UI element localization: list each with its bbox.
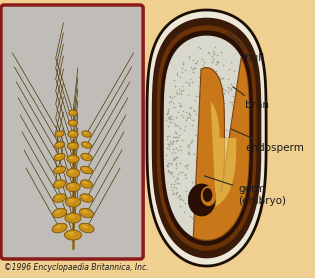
Ellipse shape xyxy=(83,155,88,157)
Ellipse shape xyxy=(81,153,92,161)
Ellipse shape xyxy=(83,143,88,145)
Ellipse shape xyxy=(68,199,75,202)
Ellipse shape xyxy=(65,197,81,207)
Text: hull: hull xyxy=(228,32,264,63)
Ellipse shape xyxy=(54,180,66,188)
Ellipse shape xyxy=(69,170,74,173)
Ellipse shape xyxy=(56,181,61,184)
Ellipse shape xyxy=(82,225,88,229)
Polygon shape xyxy=(201,186,216,206)
Ellipse shape xyxy=(80,180,93,188)
Ellipse shape xyxy=(83,195,88,198)
Polygon shape xyxy=(211,101,236,206)
Text: bran: bran xyxy=(233,87,269,110)
Ellipse shape xyxy=(54,153,65,161)
Ellipse shape xyxy=(83,132,87,134)
Ellipse shape xyxy=(54,166,66,174)
Polygon shape xyxy=(164,36,249,240)
Ellipse shape xyxy=(64,230,82,240)
Polygon shape xyxy=(193,57,249,240)
Ellipse shape xyxy=(82,131,91,137)
Ellipse shape xyxy=(70,144,74,146)
Ellipse shape xyxy=(68,120,78,126)
Ellipse shape xyxy=(56,155,61,157)
Ellipse shape xyxy=(83,181,88,184)
Polygon shape xyxy=(160,31,253,245)
Ellipse shape xyxy=(65,213,81,223)
Ellipse shape xyxy=(66,182,80,192)
Ellipse shape xyxy=(68,215,75,218)
Ellipse shape xyxy=(69,110,77,116)
Ellipse shape xyxy=(81,142,92,148)
Ellipse shape xyxy=(80,166,93,174)
Text: ©1996 Encyclopaedia Britannica, Inc.: ©1996 Encyclopaedia Britannica, Inc. xyxy=(4,263,148,272)
Text: germ
(embryo): germ (embryo) xyxy=(204,176,286,206)
Ellipse shape xyxy=(70,132,74,134)
Ellipse shape xyxy=(57,132,60,134)
Ellipse shape xyxy=(66,168,80,177)
Ellipse shape xyxy=(70,121,74,123)
Ellipse shape xyxy=(68,130,78,138)
Ellipse shape xyxy=(67,143,79,150)
Ellipse shape xyxy=(53,194,66,202)
Polygon shape xyxy=(188,184,215,216)
Ellipse shape xyxy=(55,131,64,137)
Polygon shape xyxy=(152,18,261,258)
Polygon shape xyxy=(157,25,257,251)
Polygon shape xyxy=(147,10,266,266)
Ellipse shape xyxy=(56,143,60,145)
Ellipse shape xyxy=(68,232,75,235)
Ellipse shape xyxy=(83,168,88,170)
Ellipse shape xyxy=(79,208,94,218)
FancyBboxPatch shape xyxy=(1,5,143,259)
Ellipse shape xyxy=(55,225,61,229)
Ellipse shape xyxy=(56,195,61,198)
Ellipse shape xyxy=(82,210,88,213)
Ellipse shape xyxy=(55,210,61,213)
Ellipse shape xyxy=(80,194,93,202)
Ellipse shape xyxy=(79,223,94,233)
Ellipse shape xyxy=(56,168,61,170)
Ellipse shape xyxy=(71,111,74,113)
Ellipse shape xyxy=(69,184,74,187)
Ellipse shape xyxy=(67,155,79,163)
Polygon shape xyxy=(203,188,212,202)
Ellipse shape xyxy=(69,157,74,159)
Ellipse shape xyxy=(54,142,65,148)
Ellipse shape xyxy=(53,208,66,218)
Ellipse shape xyxy=(52,223,67,233)
Text: endosperm: endosperm xyxy=(231,129,304,153)
